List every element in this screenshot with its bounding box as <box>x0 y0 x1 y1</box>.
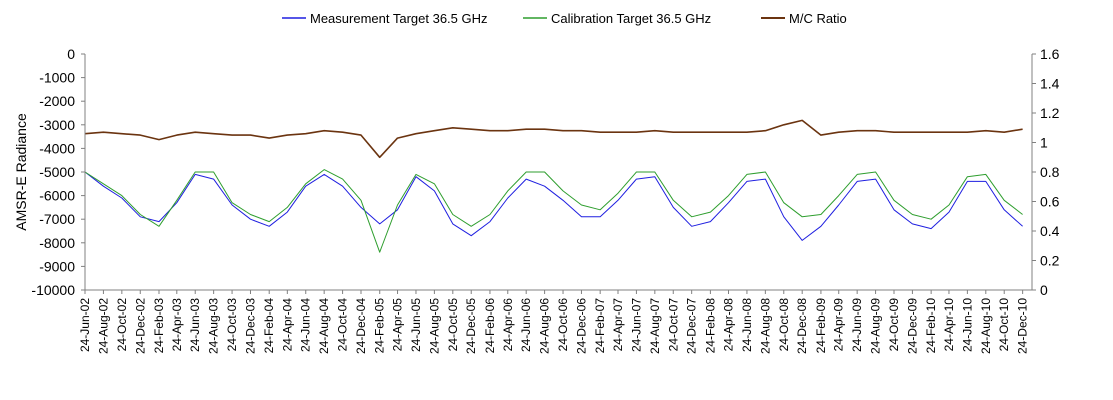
x-tick-label: 24-Feb-06 <box>483 298 497 354</box>
x-tick-label: 24-Apr-10 <box>942 298 956 352</box>
x-tick-label: 24-Feb-08 <box>703 298 717 354</box>
x-tick-label: 24-Jun-04 <box>299 298 313 352</box>
x-tick-label: 24-Dec-07 <box>685 298 699 354</box>
axes: 0 -1000 -2000 -3000 -4000 -5000 -6000 -7000 -800… <box>31 46 1059 354</box>
x-tick-label: 24-Oct-08 <box>777 298 791 352</box>
x-tick-label: 24-Jun-09 <box>850 298 864 352</box>
y2-tick-label: 0 <box>1040 282 1048 298</box>
x-tick-label: 24-Aug-02 <box>96 298 110 354</box>
x-tick-label: 24-Oct-10 <box>997 298 1011 352</box>
legend-label-3: M/C Ratio <box>789 11 847 26</box>
x-tick-label: 24-Jun-10 <box>960 298 974 352</box>
x-tick-label: 24-Jun-06 <box>519 298 533 352</box>
x-tick-label: 24-Apr-08 <box>722 298 736 352</box>
x-tick-label: 24-Jun-03 <box>188 298 202 352</box>
x-tick-label: 24-Feb-09 <box>814 298 828 354</box>
x-tick-label: 24-Aug-03 <box>207 298 221 354</box>
x-tick-label: 24-Jun-05 <box>409 298 423 352</box>
series-line-1 <box>84 171 1023 241</box>
x-tick-label: 24-Dec-03 <box>243 298 257 354</box>
x-tick-label: 24-Jun-02 <box>78 298 92 352</box>
y-tick-label: -5000 <box>39 164 75 180</box>
y2-tick-label: 1 <box>1040 135 1048 151</box>
y-tick-label: -8000 <box>39 235 75 251</box>
series-line-2 <box>84 169 1023 253</box>
x-tick-label: 24-Aug-06 <box>538 298 552 354</box>
x-tick-label: 24-Jun-08 <box>740 298 754 352</box>
x-tick-label: 24-Dec-05 <box>464 298 478 354</box>
legend-label-1: Measurement Target 36.5 GHz <box>310 11 488 26</box>
x-tick-label: 24-Oct-05 <box>446 298 460 352</box>
legend-label-2: Calibration Target 36.5 GHz <box>551 11 711 26</box>
x-tick-label: 24-Feb-10 <box>924 298 938 354</box>
x-tick-label: 24-Dec-04 <box>354 298 368 354</box>
x-tick-label: 24-Apr-03 <box>170 298 184 352</box>
y-tick-label: -6000 <box>39 188 75 204</box>
x-tick-label: 24-Aug-08 <box>758 298 772 354</box>
x-tick-label: 24-Feb-04 <box>262 298 276 354</box>
x-tick-label: 24-Apr-07 <box>611 298 625 352</box>
y-tick-label: -10000 <box>31 282 75 298</box>
y-tick-label: -3000 <box>39 117 75 133</box>
x-tick-label: 24-Aug-10 <box>979 298 993 354</box>
y-tick-label: -7000 <box>39 211 75 227</box>
y2-tick-label: 0.6 <box>1040 194 1060 210</box>
y-axis-title: AMSR-E Radiance <box>13 113 29 231</box>
x-tick-label: 24-Dec-09 <box>905 298 919 354</box>
x-tick-label: 24-Apr-09 <box>832 298 846 352</box>
y-tick-label: -1000 <box>39 70 75 86</box>
legend: Measurement Target 36.5 GHz Calibration T… <box>282 11 847 26</box>
x-tick-label: 24-Oct-07 <box>666 298 680 352</box>
x-tick-label: 24-Jun-07 <box>629 298 643 352</box>
x-tick-label: 24-Feb-03 <box>152 298 166 354</box>
x-tick-label: 24-Dec-06 <box>574 298 588 354</box>
x-tick-label: 24-Aug-04 <box>317 298 331 354</box>
y2-tick-label: 0.2 <box>1040 253 1060 269</box>
x-tick-label: 24-Aug-09 <box>869 298 883 354</box>
y-tick-label: -2000 <box>39 93 75 109</box>
x-tick-label: 24-Oct-03 <box>225 298 239 352</box>
series-line-3 <box>84 119 1023 159</box>
plot-area <box>84 119 1023 253</box>
y2-tick-label: 1.2 <box>1040 105 1060 121</box>
x-tick-label: 24-Aug-07 <box>648 298 662 354</box>
y-tick-label: -9000 <box>39 258 75 274</box>
x-tick-label: 24-Oct-09 <box>887 298 901 352</box>
x-tick-label: 24-Feb-07 <box>593 298 607 354</box>
x-tick-label: 24-Apr-04 <box>280 298 294 352</box>
y2-tick-label: 1.4 <box>1040 76 1060 92</box>
y2-tick-label: 0.8 <box>1040 164 1060 180</box>
x-tick-label: 24-Dec-02 <box>133 298 147 354</box>
x-tick-label: 24-Oct-06 <box>556 298 570 352</box>
y-tick-label: 0 <box>67 46 75 62</box>
x-tick-label: 24-Dec-10 <box>1016 298 1030 354</box>
y2-tick-label: 1.6 <box>1040 46 1060 62</box>
x-tick-label: 24-Dec-08 <box>795 298 809 354</box>
y2-tick-label: 0.4 <box>1040 223 1060 239</box>
x-tick-label: 24-Oct-02 <box>115 298 129 352</box>
x-tick-label: 24-Feb-05 <box>373 298 387 354</box>
x-tick-label: 24-Apr-06 <box>501 298 515 352</box>
x-tick-label: 24-Apr-05 <box>391 298 405 352</box>
y-tick-label: -4000 <box>39 140 75 156</box>
x-tick-label: 24-Oct-04 <box>336 298 350 352</box>
x-tick-label: 24-Aug-05 <box>427 298 441 354</box>
